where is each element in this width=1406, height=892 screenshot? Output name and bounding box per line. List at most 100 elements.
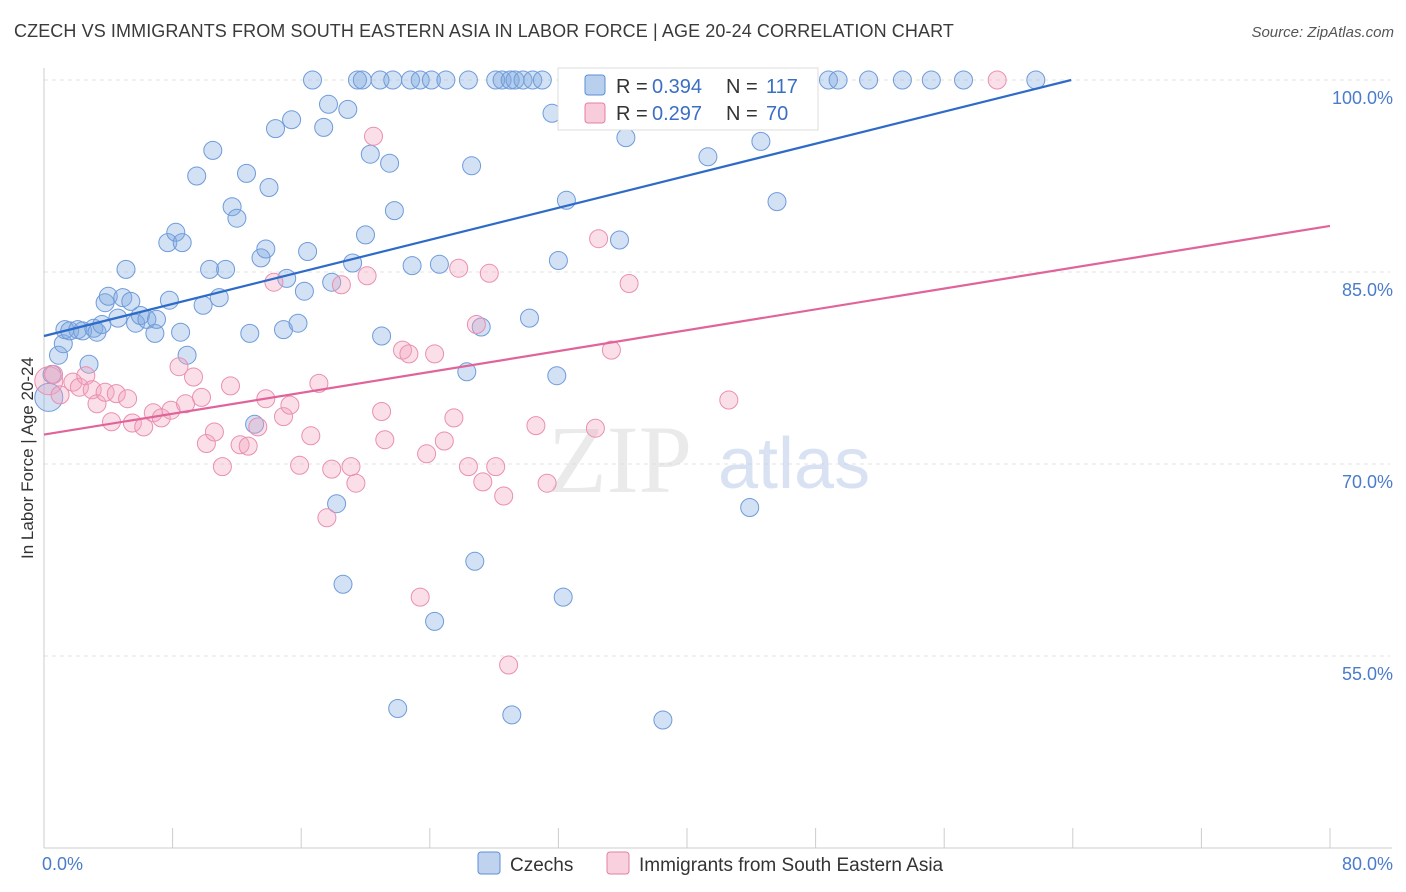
data-point [892, 70, 912, 90]
data-point [238, 436, 258, 456]
series-legend-swatch-czechs [477, 851, 501, 875]
data-point [357, 266, 377, 286]
data-point [322, 459, 342, 479]
watermark-atlas: atlas [718, 424, 870, 504]
data-point [227, 208, 247, 228]
data-point [589, 229, 609, 249]
data-point [222, 197, 242, 217]
legend-n-value-sea: 70 [766, 103, 788, 125]
data-points [34, 70, 1046, 730]
data-point [338, 99, 358, 119]
data-point [237, 163, 256, 183]
data-point [147, 309, 166, 329]
data-point [828, 70, 848, 90]
data-point [532, 70, 552, 90]
data-point [53, 334, 73, 354]
data-point [434, 431, 454, 451]
data-point [601, 340, 621, 360]
series-legend: Czechs Immigrants from South Eastern Asi… [477, 851, 944, 876]
data-point [34, 382, 64, 412]
data-point [319, 94, 338, 114]
data-point [520, 308, 539, 328]
data-point [492, 70, 512, 90]
data-point [479, 263, 499, 283]
data-point [585, 418, 605, 438]
legend-r-label-czechs: R = [616, 76, 648, 98]
data-point [393, 340, 412, 360]
data-point [859, 70, 879, 90]
data-point [172, 233, 192, 253]
data-point [158, 233, 178, 253]
data-point [619, 274, 639, 293]
data-point [298, 242, 318, 261]
data-point [473, 472, 493, 492]
data-point [106, 384, 126, 404]
data-point [145, 323, 165, 343]
data-point [44, 364, 64, 384]
data-point [309, 373, 329, 393]
data-point [449, 258, 469, 278]
data-point [352, 70, 372, 90]
data-point [429, 254, 449, 274]
data-point [425, 344, 445, 364]
series-legend-label-czechs: Czechs [510, 855, 573, 876]
legend-n-label-sea: N = [726, 103, 758, 125]
data-point [499, 655, 519, 675]
data-point [192, 387, 211, 407]
data-point [526, 416, 546, 436]
data-point [169, 357, 189, 377]
data-point [616, 128, 636, 148]
data-point [553, 587, 573, 607]
data-point [410, 587, 430, 607]
data-point [327, 494, 347, 514]
data-point [537, 473, 557, 493]
data-point [264, 272, 284, 292]
data-point [384, 201, 404, 221]
data-point [92, 315, 112, 334]
x-tick-label: 80.0% [1342, 854, 1393, 874]
data-point [436, 70, 456, 90]
y-tick-label: 100.0% [1332, 88, 1393, 108]
data-point [767, 192, 787, 212]
data-point [465, 551, 485, 571]
data-point [69, 377, 89, 397]
data-point [402, 256, 422, 276]
data-point [751, 131, 771, 151]
data-point [399, 344, 419, 364]
trend-lines [43, 78, 1331, 436]
data-point [288, 313, 308, 333]
data-point [547, 366, 567, 386]
data-point [486, 70, 506, 90]
tick-labels: 55.0% 70.0% 85.0% 100.0% 0.0% 80.0% [42, 88, 1393, 874]
series-1-points [34, 70, 1007, 675]
data-point [116, 259, 136, 279]
stats-legend: R = 0.394 N = 117 R = 0.297 N = 70 [557, 67, 819, 131]
data-point [196, 434, 216, 453]
data-point [230, 435, 250, 455]
data-point [121, 291, 141, 311]
data-point [444, 408, 464, 428]
data-point [610, 230, 629, 250]
watermark-zip: ZIP [548, 406, 692, 513]
data-point [719, 390, 739, 410]
data-point [380, 153, 400, 173]
data-point [245, 414, 265, 434]
data-point [248, 417, 268, 437]
trend-line-0 [43, 78, 1072, 338]
y-tick-label: 85.0% [1342, 280, 1393, 300]
data-point [375, 430, 395, 450]
data-point [462, 156, 482, 176]
data-point [740, 498, 760, 517]
data-point [203, 140, 223, 160]
grid-lines [44, 79, 1390, 657]
data-point [417, 444, 437, 464]
data-point [548, 251, 568, 270]
data-point [523, 70, 543, 90]
data-point [356, 225, 375, 245]
data-point [987, 70, 1007, 90]
trend-line-1 [43, 224, 1331, 436]
data-point [317, 508, 337, 528]
data-point [200, 259, 220, 279]
data-point [314, 117, 334, 137]
data-point [921, 70, 941, 90]
